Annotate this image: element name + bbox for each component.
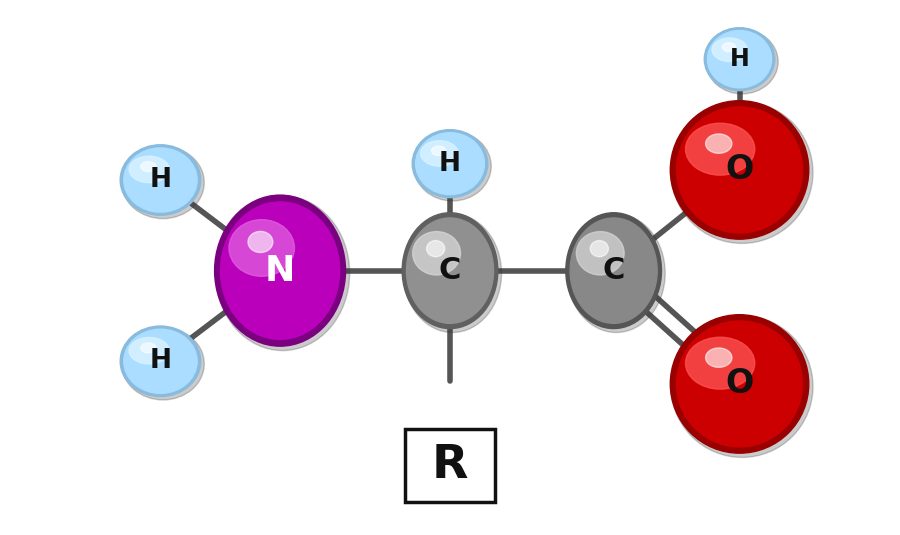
Ellipse shape (215, 196, 350, 350)
Ellipse shape (124, 148, 197, 212)
Ellipse shape (686, 337, 755, 389)
Ellipse shape (420, 141, 458, 166)
Ellipse shape (677, 321, 803, 447)
Ellipse shape (576, 232, 625, 275)
Ellipse shape (121, 145, 201, 215)
Text: H: H (439, 151, 461, 177)
Ellipse shape (229, 220, 294, 276)
Ellipse shape (220, 202, 339, 339)
Ellipse shape (403, 214, 501, 333)
Text: H: H (149, 167, 172, 193)
Ellipse shape (407, 218, 493, 323)
Text: C: C (439, 256, 461, 285)
Ellipse shape (414, 131, 491, 201)
Ellipse shape (712, 38, 747, 62)
Ellipse shape (431, 146, 446, 156)
Ellipse shape (427, 241, 445, 257)
Ellipse shape (121, 326, 201, 396)
Ellipse shape (567, 214, 665, 333)
Ellipse shape (706, 134, 732, 154)
Text: H: H (149, 348, 172, 374)
Ellipse shape (129, 338, 169, 364)
Bar (405, 429, 495, 502)
Text: O: O (725, 154, 753, 186)
Text: R: R (432, 444, 468, 488)
Ellipse shape (671, 102, 813, 243)
Ellipse shape (124, 329, 197, 393)
Ellipse shape (122, 147, 204, 219)
Ellipse shape (248, 231, 273, 253)
Ellipse shape (706, 29, 778, 94)
Text: C: C (602, 256, 625, 285)
Text: N: N (265, 254, 295, 288)
Ellipse shape (686, 123, 755, 175)
Ellipse shape (140, 343, 156, 353)
Ellipse shape (590, 241, 608, 257)
Ellipse shape (140, 162, 156, 172)
Ellipse shape (677, 107, 803, 233)
Ellipse shape (214, 195, 346, 346)
Ellipse shape (129, 156, 169, 182)
Text: H: H (730, 47, 750, 71)
Ellipse shape (402, 213, 498, 328)
Ellipse shape (707, 30, 771, 88)
Ellipse shape (670, 315, 809, 453)
Text: O: O (725, 368, 753, 400)
Ellipse shape (671, 316, 813, 457)
Ellipse shape (670, 101, 809, 239)
Ellipse shape (413, 232, 461, 275)
Ellipse shape (566, 213, 662, 328)
Ellipse shape (412, 129, 488, 197)
Ellipse shape (122, 327, 204, 400)
Ellipse shape (723, 43, 735, 51)
Ellipse shape (416, 133, 484, 195)
Ellipse shape (705, 28, 775, 90)
Ellipse shape (706, 348, 732, 368)
Ellipse shape (570, 218, 657, 323)
